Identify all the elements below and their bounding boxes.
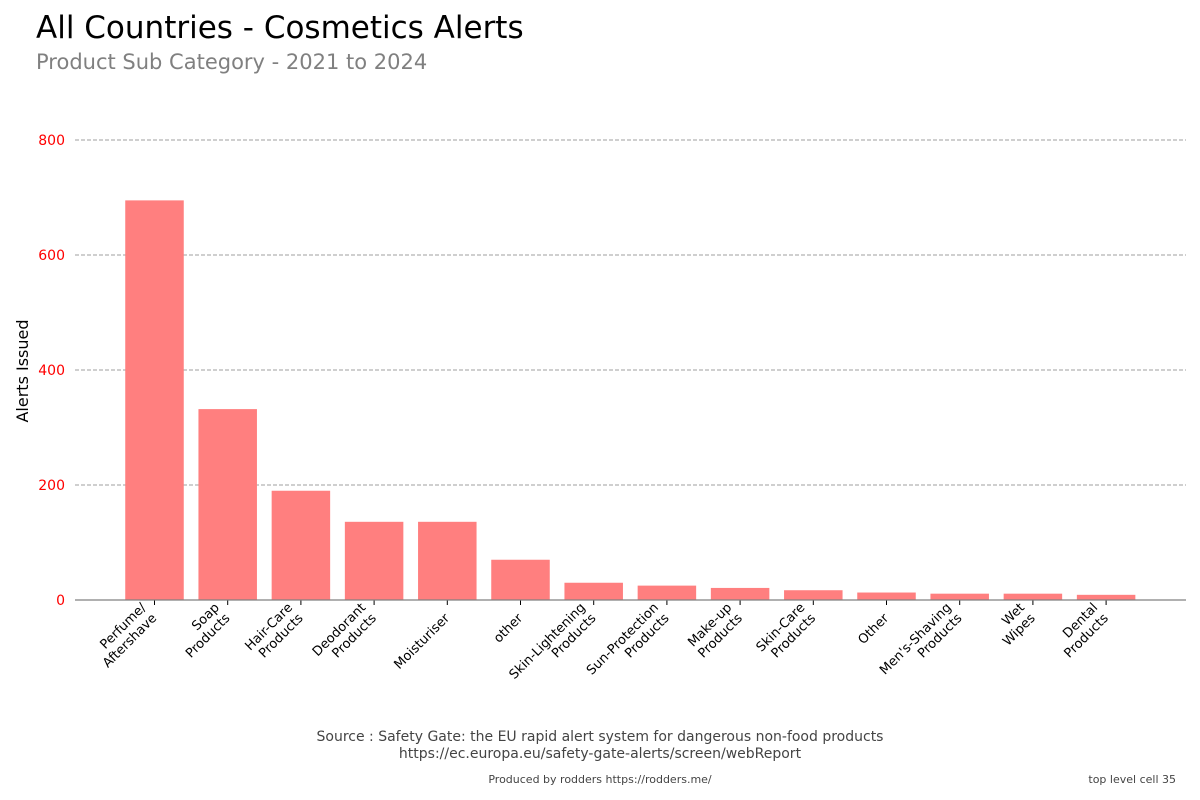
bar	[271, 490, 331, 600]
x-tick-label: Sun-ProtectionProducts	[584, 600, 673, 689]
bar	[710, 587, 770, 600]
bar	[564, 582, 623, 600]
x-tick-label: SoapProducts	[172, 600, 233, 661]
x-tick-label: Moisturiser	[391, 611, 453, 673]
y-axis-label: Alerts Issued	[13, 319, 32, 422]
credit-line: Produced by rodders https://rodders.me/	[488, 773, 712, 786]
bar	[857, 592, 916, 600]
bar	[637, 585, 697, 600]
x-tick-label: Men's-ShavingProducts	[877, 600, 965, 688]
y-tick-label: 600	[38, 248, 65, 264]
x-tick-label: Perfume/Aftershave	[90, 600, 161, 671]
source-line: Source : Safety Gate: the EU rapid alert…	[316, 729, 884, 745]
bar	[1076, 594, 1136, 600]
chart-subtitle: Product Sub Category - 2021 to 2024	[36, 50, 428, 74]
y-tick-label: 200	[38, 478, 65, 494]
x-tick-label: Hair-CareProducts	[242, 600, 306, 664]
source-url: https://ec.europa.eu/safety-gate-alerts/…	[398, 746, 802, 762]
bar	[491, 559, 550, 600]
y-tick-label: 800	[38, 133, 65, 149]
x-tick-label: DentalProducts	[1051, 600, 1112, 661]
y-tick-label: 0	[56, 593, 65, 609]
chart-title: All Countries - Cosmetics Alerts	[36, 10, 524, 46]
cell-label: top level cell 35	[1088, 773, 1176, 786]
x-tick-label: WetWipes	[990, 600, 1039, 649]
x-tick-label: Other	[855, 611, 892, 648]
x-tick-label: DeodorantProducts	[310, 600, 380, 670]
x-tick-label: Skin-CareProducts	[754, 600, 820, 666]
y-tick-label: 400	[38, 363, 65, 379]
bar	[125, 200, 184, 600]
bar	[784, 590, 843, 600]
bar	[344, 521, 404, 600]
x-tick-label: other	[491, 611, 527, 647]
bar	[1003, 593, 1063, 600]
x-tick-label: Make-upProducts	[685, 600, 746, 661]
bar	[930, 593, 989, 600]
x-tick-label: Skin-LighteningProducts	[507, 600, 600, 693]
bar	[198, 409, 257, 600]
bar	[418, 521, 477, 600]
